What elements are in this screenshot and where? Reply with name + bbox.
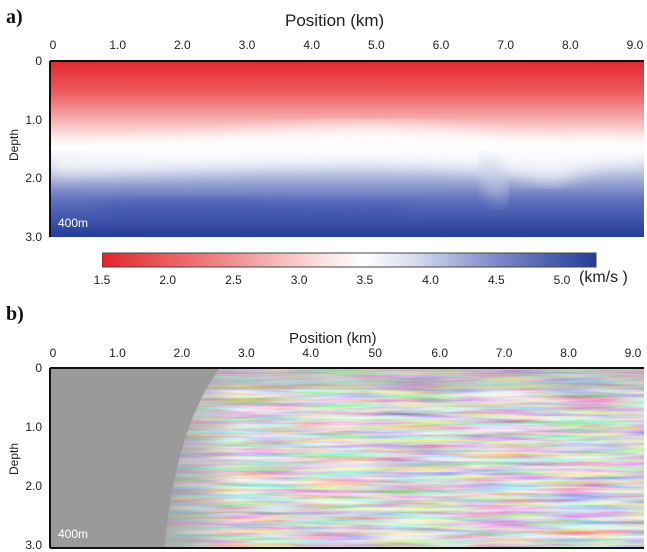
colorbar-unit: (km/s ) <box>579 269 628 286</box>
panel-b-x-title: Position (km) <box>289 330 377 347</box>
x-tick-label: 8.0 <box>561 38 579 52</box>
x-tick-label: 4.0 <box>302 346 320 360</box>
colorbar-tick-label: 2.0 <box>159 273 177 287</box>
panel-b-y-label: Depth <box>7 442 21 476</box>
x-tick-label: 3.0 <box>238 38 256 52</box>
colorbar-tick-label: 1.5 <box>93 273 111 287</box>
x-tick-label: 9.0 <box>624 346 642 360</box>
colorbar-tick-label: 5.0 <box>553 273 571 287</box>
panel-b-scale-note: 400m <box>58 527 88 541</box>
y-tick-label: 3.0 <box>25 538 42 552</box>
x-tick-label: 7.0 <box>497 38 514 52</box>
colorbar-tick-label: 3.0 <box>290 273 308 287</box>
y-tick-label: 1.0 <box>25 112 42 127</box>
colorbar-tick-label: 3.5 <box>356 273 374 287</box>
x-tick-label: 50 <box>368 346 382 360</box>
x-tick-label: 7.0 <box>495 346 513 360</box>
panel-b-label: b) <box>6 303 24 325</box>
x-tick-label: 1.0 <box>109 38 126 52</box>
x-tick-label: 2.0 <box>173 346 191 360</box>
colorbar-tick-label: 2.5 <box>225 273 242 287</box>
x-tick-label: 3.0 <box>237 346 255 360</box>
x-tick-label: 8.0 <box>560 346 577 360</box>
colorbar-tick-label: 4.5 <box>487 273 505 287</box>
y-tick-label: 2.0 <box>25 479 42 493</box>
x-tick-label: 0 <box>49 38 57 52</box>
y-tick-label: 2.0 <box>25 171 42 186</box>
y-tick-label: 3.0 <box>25 230 42 244</box>
y-tick-label: 0 <box>35 361 42 375</box>
y-tick-label: 1.0 <box>25 420 42 434</box>
panel-a-y-label: Depth <box>7 128 21 162</box>
x-tick-label: 2.0 <box>173 38 191 52</box>
x-tick-label: 9.0 <box>626 38 644 52</box>
y-tick-label: 0 <box>35 54 42 68</box>
panel-a-scale-note: 400m <box>58 216 88 230</box>
panel-a-x-title: Position (km) <box>285 11 385 30</box>
x-tick-label: 1.0 <box>109 346 126 360</box>
x-tick-label: 4.0 <box>303 38 320 52</box>
velocity-model-plot: 400m <box>49 60 644 237</box>
velocity-colorbar <box>102 252 597 268</box>
seismic-reflectors <box>50 368 644 548</box>
x-tick-label: 6.0 <box>431 346 448 360</box>
x-tick-label: 6.0 <box>432 38 450 52</box>
panel-a-label: a) <box>6 6 23 28</box>
colorbar-tick-label: 4.0 <box>422 273 439 287</box>
x-tick-label: 5.0 <box>367 38 385 52</box>
seismic-image-plot: 400m <box>49 367 644 549</box>
x-tick-label: 0 <box>49 346 57 360</box>
